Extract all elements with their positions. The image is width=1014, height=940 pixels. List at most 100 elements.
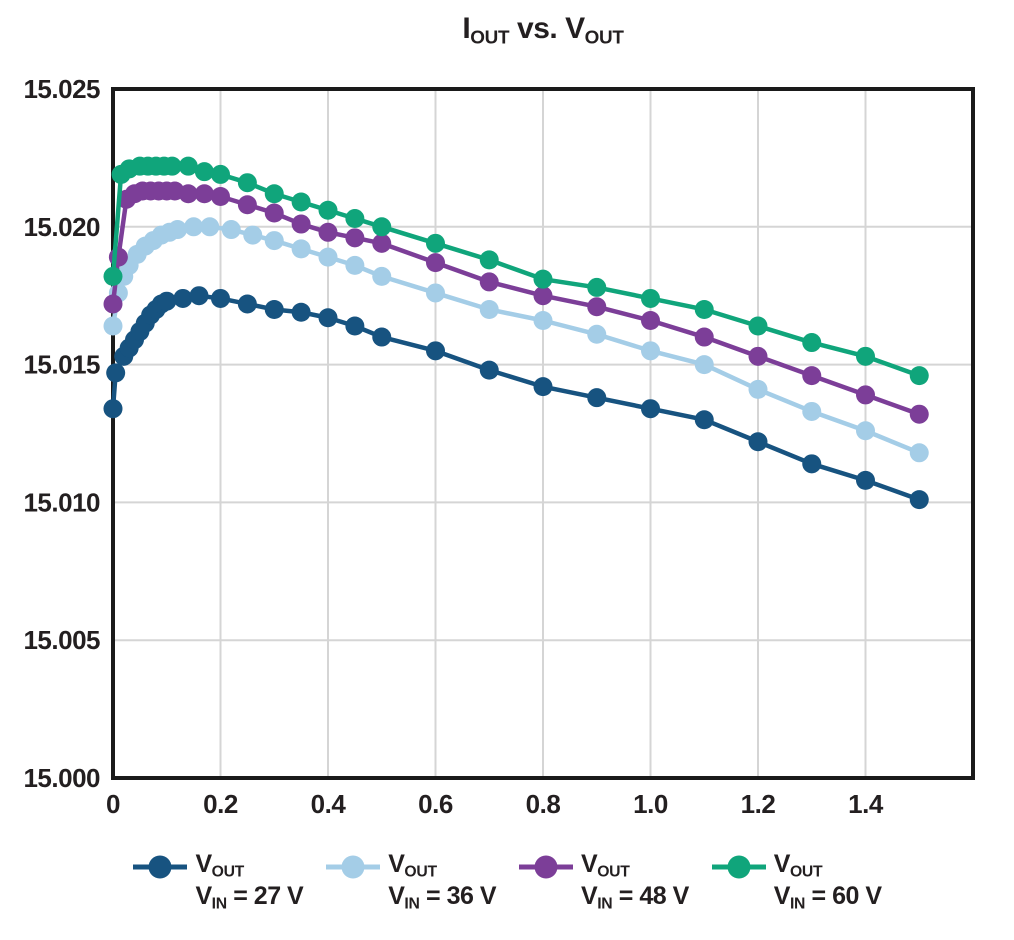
series-line-3 xyxy=(110,163,922,378)
plot-border xyxy=(111,87,975,780)
text-run: V xyxy=(388,882,405,911)
data-point xyxy=(802,454,822,474)
text-run: V xyxy=(388,850,405,878)
data-point xyxy=(345,228,365,248)
legend-label-line2: VIN = 36 V xyxy=(388,882,496,914)
legend-item-2: VOUT VIN = 36 V xyxy=(325,850,497,915)
text-run: V xyxy=(581,882,598,911)
data-point xyxy=(318,200,338,220)
data-point xyxy=(108,247,128,267)
data-point xyxy=(237,195,257,215)
legend-label: VOUT VIN = 36 V xyxy=(388,850,496,915)
data-point xyxy=(802,333,822,353)
data-point xyxy=(291,214,311,234)
y-tick-label: 15.010 xyxy=(23,487,100,517)
subscript-text: IN xyxy=(211,896,227,914)
data-point xyxy=(264,299,284,319)
data-point xyxy=(211,288,230,308)
data-point xyxy=(264,203,284,223)
data-point xyxy=(243,225,263,245)
legend-label-line2: VIN = 27 V xyxy=(195,882,303,914)
data-point xyxy=(694,355,714,375)
data-point xyxy=(533,377,553,397)
x-tick-label: 1.2 xyxy=(741,789,776,819)
data-point xyxy=(291,192,311,212)
data-point xyxy=(318,308,338,328)
x-tick-label: 0.4 xyxy=(311,789,347,819)
data-point xyxy=(533,286,553,306)
series-line-0 xyxy=(110,293,922,502)
text-run: V xyxy=(581,850,598,878)
data-point xyxy=(909,490,929,510)
data-point xyxy=(103,399,123,419)
legend-label-line1: VOUT xyxy=(581,850,689,882)
data-point xyxy=(856,346,875,366)
subscript-text: OUT xyxy=(597,863,630,881)
data-point xyxy=(318,222,338,242)
data-point xyxy=(211,164,230,184)
data-point xyxy=(345,316,365,336)
data-point xyxy=(533,311,553,331)
data-point xyxy=(184,217,204,237)
x-tick-label: 1.0 xyxy=(633,789,668,819)
x-tick-label: 0 xyxy=(106,789,120,819)
subscript-text: OUT xyxy=(211,863,245,881)
data-point xyxy=(194,184,214,204)
x-tick-label: 0.2 xyxy=(203,789,238,819)
data-point xyxy=(748,432,768,452)
x-tick-label: 1.4 xyxy=(848,789,884,819)
data-point xyxy=(426,341,445,361)
legend-dot xyxy=(341,855,365,879)
data-point xyxy=(264,231,284,251)
y-tick-label: 15.025 xyxy=(23,74,100,104)
data-point xyxy=(802,366,822,386)
data-point xyxy=(168,220,187,240)
data-point xyxy=(200,217,220,237)
data-point xyxy=(178,184,198,204)
data-point xyxy=(162,156,182,176)
text-run: = 48 V xyxy=(612,882,689,911)
data-point xyxy=(221,220,241,240)
data-point xyxy=(748,346,768,366)
data-point xyxy=(641,288,660,308)
data-point xyxy=(291,239,311,259)
data-point xyxy=(694,327,714,347)
legend-dot xyxy=(727,855,751,879)
y-tick-label: 15.000 xyxy=(23,763,100,793)
y-tick-label: 15.015 xyxy=(23,350,100,380)
legend-label: VOUT VIN = 60 V xyxy=(774,850,882,915)
data-point xyxy=(372,217,392,237)
legend: VOUT VIN = 27 V VOUT VIN = 36 V VOUT VIN = 48… xyxy=(0,850,1014,915)
legend-item-1: VOUT VIN = 27 V xyxy=(132,850,304,915)
data-point xyxy=(318,247,338,267)
data-point xyxy=(189,286,209,306)
text-run: = 36 V xyxy=(419,882,496,911)
data-point xyxy=(103,316,123,336)
subscript-text: OUT xyxy=(404,863,437,881)
data-point xyxy=(909,366,929,386)
data-point xyxy=(856,385,875,405)
legend-label-line2: VIN = 60 V xyxy=(774,882,882,914)
data-point xyxy=(694,410,714,430)
data-point xyxy=(748,316,768,336)
text-run: V xyxy=(773,882,791,911)
data-point xyxy=(909,443,929,463)
data-point xyxy=(748,379,768,399)
subscript-text: OUT xyxy=(470,27,510,49)
data-point xyxy=(173,288,193,308)
x-tick-label: 0.6 xyxy=(418,789,453,819)
data-point xyxy=(345,209,365,229)
data-point xyxy=(694,299,714,319)
data-point xyxy=(194,162,214,182)
text-run: V xyxy=(195,850,212,878)
subscript-text: IN xyxy=(789,896,806,914)
data-point xyxy=(909,404,929,424)
data-point xyxy=(103,266,123,286)
chart-title: IOUT vs. VOUT xyxy=(113,12,973,50)
subscript-text: OUT xyxy=(584,27,624,49)
y-tick-label: 15.020 xyxy=(23,212,100,242)
data-point xyxy=(587,297,607,317)
legend-item-3: VOUT VIN = 48 V xyxy=(518,850,689,915)
data-point xyxy=(237,173,257,193)
subscript-text: IN xyxy=(597,896,613,914)
